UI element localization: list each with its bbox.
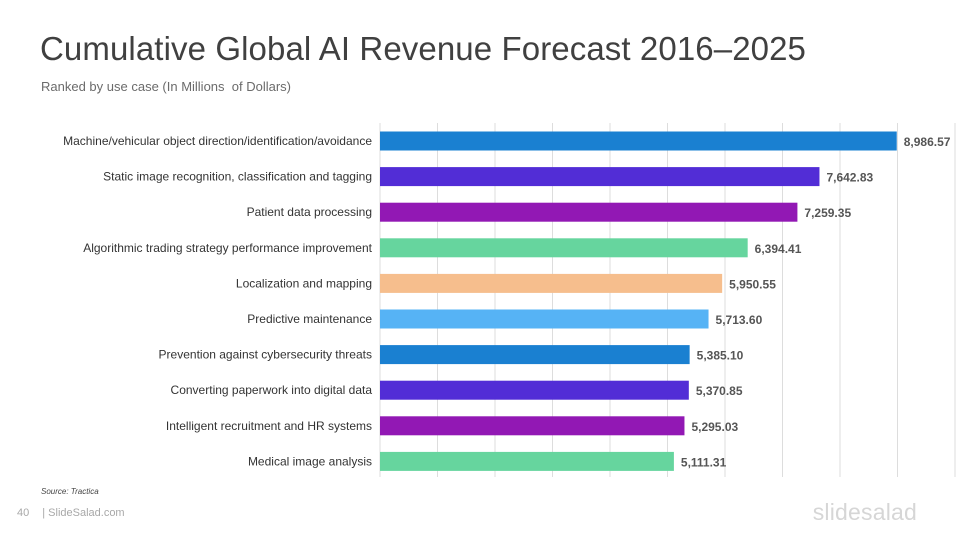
category-label: Machine/vehicular object direction/ident… <box>63 134 372 148</box>
bar <box>380 345 690 365</box>
bar <box>380 273 723 293</box>
bar <box>380 202 798 222</box>
category-label: Algorithmic trading strategy performance… <box>83 241 372 255</box>
page-title: Cumulative Global AI Revenue Forecast 20… <box>40 30 807 67</box>
value-label: 7,259.35 <box>804 206 851 220</box>
site-link[interactable]: | SlideSalad.com <box>42 507 125 519</box>
category-label: Predictive maintenance <box>247 312 372 326</box>
page-number: 40 <box>17 507 30 519</box>
value-label: 5,713.60 <box>716 313 763 327</box>
category-label: Intelligent recruitment and HR systems <box>166 419 372 433</box>
category-label: Patient data processing <box>247 205 372 219</box>
value-label: 6,394.41 <box>755 242 802 256</box>
category-label: Static image recognition, classification… <box>103 170 372 184</box>
value-label: 5,295.03 <box>691 420 738 434</box>
category-label: Localization and mapping <box>236 276 372 290</box>
value-label: 8,986.57 <box>904 135 951 149</box>
bar <box>380 238 748 258</box>
source-note: Source: Tractica <box>41 487 99 496</box>
bar <box>380 451 674 471</box>
category-label: Converting paperwork into digital data <box>171 383 373 397</box>
bar <box>380 416 685 436</box>
bar <box>380 131 897 151</box>
value-label: 7,642.83 <box>826 171 873 185</box>
category-label: Medical image analysis <box>248 454 372 468</box>
value-label: 5,385.10 <box>697 349 744 363</box>
bar <box>380 167 820 187</box>
value-label: 5,950.55 <box>729 277 776 291</box>
bar <box>380 309 709 329</box>
page-subtitle: Ranked by use case (In Millions of Dolla… <box>41 79 291 94</box>
footer: 40 | SlideSalad.com <box>17 507 125 519</box>
value-label: 5,370.85 <box>696 384 743 398</box>
value-label: 5,111.31 <box>681 455 727 469</box>
brand-logo: slidesalad <box>812 499 917 525</box>
bar <box>380 380 689 400</box>
category-label: Prevention against cybersecurity threats <box>159 348 372 362</box>
